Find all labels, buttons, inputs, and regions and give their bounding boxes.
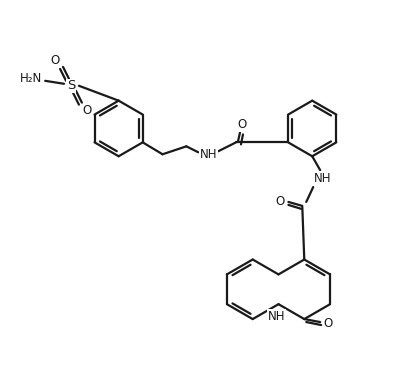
Text: O: O [237,118,247,131]
Text: S: S [67,79,75,92]
Text: NH: NH [199,148,217,161]
Text: O: O [276,195,285,209]
Text: O: O [51,55,60,68]
Text: NH: NH [314,172,331,185]
Text: H₂N: H₂N [20,72,42,85]
Text: O: O [82,104,91,117]
Text: NH: NH [268,310,285,323]
Text: O: O [323,316,333,329]
